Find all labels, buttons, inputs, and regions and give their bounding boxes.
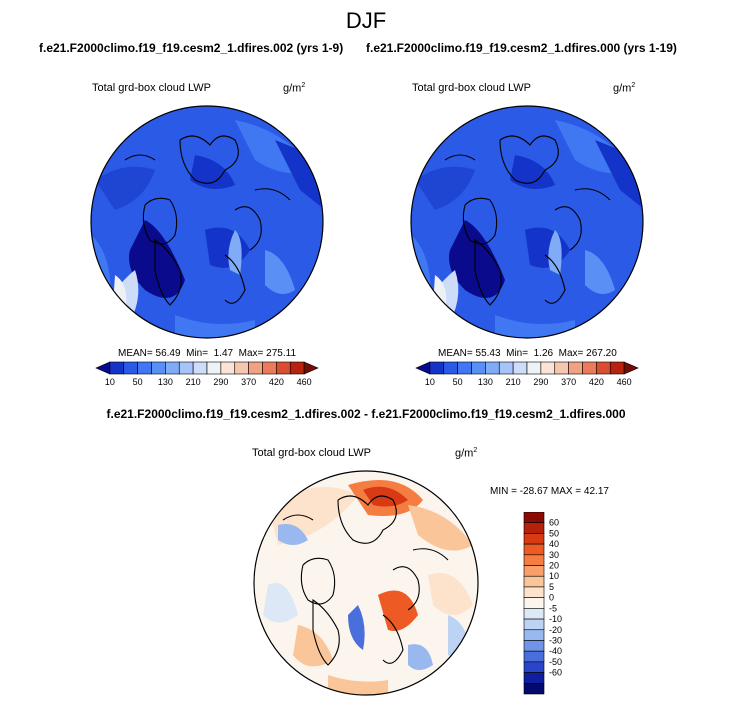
colorbar2-tick-label: 130	[478, 377, 493, 387]
diff-colorbar-tick-label: -50	[549, 657, 562, 667]
colorbar2-swatch	[415, 361, 431, 375]
panel2-variable-label: Total grd-box cloud LWP	[412, 82, 532, 94]
colorbar2-swatch	[457, 361, 472, 375]
diff-polar-map	[253, 470, 479, 696]
colorbar1-swatch	[206, 361, 222, 375]
colorbar2-swatch	[623, 361, 639, 375]
colorbar2-swatch	[554, 361, 569, 375]
colorbar1-swatch	[248, 361, 263, 375]
colorbar2-tick-label: 290	[533, 377, 548, 387]
diff-colorbar-swatch	[523, 575, 545, 588]
colorbar2-tick-label: 50	[453, 377, 463, 387]
diff-colorbar-tick-label: -10	[549, 614, 562, 624]
diff-colorbar-tick-label: -40	[549, 646, 562, 656]
panel1-variable-label: Total grd-box cloud LWP	[92, 82, 212, 94]
colorbar2-tick-label: 420	[589, 377, 604, 387]
colorbar1-tick-label: 130	[158, 377, 173, 387]
diff-colorbar-swatch	[523, 661, 545, 673]
diff-colorbar-swatch	[523, 512, 545, 524]
diff-colorbar-swatch	[523, 586, 545, 598]
colorbar2-swatch	[526, 361, 542, 375]
diff-colorbar-tick-label: -5	[549, 603, 557, 613]
colorbar2-swatch	[512, 361, 528, 375]
diff-colorbar-tick-label: 0	[549, 593, 554, 603]
panel2-colorbar: 10 50 130 210 290 370 420 460	[415, 361, 639, 387]
colorbar2-tick-label: 210	[506, 377, 521, 387]
diff-colorbar-swatch	[523, 650, 545, 663]
colorbar1-swatch	[234, 361, 249, 375]
diff-colorbar-swatch	[523, 618, 545, 631]
colorbar2-swatch	[471, 361, 486, 375]
colorbar2-tick-label: 460	[617, 377, 632, 387]
diff-colorbar-tick-label: 10	[549, 571, 559, 581]
colorbar2-swatch	[596, 361, 611, 375]
diff-colorbar-swatch	[523, 640, 545, 652]
colorbar2-swatch	[568, 361, 583, 375]
diff-colorbar-tick-label: 50	[549, 528, 559, 538]
colorbar1-swatch	[109, 361, 125, 375]
figure-suptitle: DJF	[345, 8, 387, 33]
diff-colorbar-tick-label: 20	[549, 561, 559, 571]
diff-colorbar-swatch	[523, 672, 545, 684]
diff-colorbar-swatch	[523, 543, 545, 556]
colorbar1-tick-label: 460	[297, 377, 312, 387]
diff-variable-label: Total grd-box cloud LWP	[252, 447, 372, 459]
colorbar2-swatch	[582, 361, 597, 375]
panel2-stats: MEAN= 55.43 Min= 1.26 Max= 267.20	[438, 348, 617, 359]
panel2-units-label: g/m2	[613, 82, 636, 95]
panel1-stats: MEAN= 56.49 Min= 1.47 Max= 275.11	[118, 348, 297, 359]
diff-colorbar-tick-label: 30	[549, 550, 559, 560]
panel1-case-title: f.e21.F2000climo.f19_f19.cesm2_1.dfires.…	[39, 41, 344, 55]
diff-colorbar-tick-label: 60	[549, 518, 559, 528]
colorbar1-swatch	[123, 361, 138, 375]
panel2-case-title: f.e21.F2000climo.f19_f19.cesm2_1.dfires.…	[366, 41, 677, 55]
colorbar2-swatch	[498, 361, 514, 375]
panel2-polar-map	[410, 105, 644, 339]
diff-colorbar-tick-label: -30	[549, 635, 562, 645]
diff-colorbar-swatch	[523, 597, 545, 609]
colorbar1-swatch	[220, 361, 236, 375]
colorbar2-swatch	[485, 361, 500, 375]
colorbar1-swatch	[95, 361, 111, 375]
colorbar2-swatch	[540, 361, 556, 375]
colorbar1-tick-label: 210	[186, 377, 201, 387]
diff-colorbar-swatch	[523, 682, 545, 695]
colorbar1-swatch	[151, 361, 166, 375]
colorbar2-swatch	[429, 361, 445, 375]
diff-colorbar-swatch	[523, 608, 545, 620]
colorbar1-swatch	[303, 361, 319, 375]
diff-colorbar-tick-label: -60	[549, 668, 562, 678]
colorbar1-swatch	[289, 361, 305, 375]
diff-colorbar-swatch	[523, 522, 545, 534]
diff-colorbar-tick-label: -20	[549, 625, 562, 635]
colorbar1-swatch	[178, 361, 194, 375]
difference-title: f.e21.F2000climo.f19_f19.cesm2_1.dfires.…	[106, 407, 626, 421]
colorbar1-swatch	[262, 361, 277, 375]
colorbar1-tick-label: 50	[133, 377, 143, 387]
diff-colorbar-swatch	[523, 565, 545, 577]
diff-colorbar-tick-label: 5	[549, 582, 554, 592]
panel1-colorbar: 10 50 130 210 290 370 420 460	[95, 361, 319, 387]
colorbar1-swatch	[192, 361, 208, 375]
diff-colorbar-swatch	[523, 533, 545, 545]
diff-colorbar-swatch	[523, 554, 545, 566]
colorbar1-swatch	[276, 361, 291, 375]
colorbar2-tick-label: 370	[561, 377, 576, 387]
diff-colorbar-tick-label: 40	[549, 539, 559, 549]
colorbar1-swatch	[137, 361, 152, 375]
colorbar2-tick-label: 10	[425, 377, 435, 387]
panel1-polar-map	[90, 105, 324, 339]
colorbar1-tick-label: 290	[213, 377, 228, 387]
panel1-units-label: g/m2	[283, 82, 306, 95]
colorbar1-tick-label: 10	[105, 377, 115, 387]
colorbar1-swatch	[165, 361, 180, 375]
diff-colorbar-swatch	[523, 629, 545, 641]
colorbar1-tick-label: 370	[241, 377, 256, 387]
colorbar1-tick-label: 420	[269, 377, 284, 387]
colorbar2-swatch	[443, 361, 458, 375]
diff-units-label: g/m2	[455, 447, 478, 460]
colorbar2-swatch	[609, 361, 625, 375]
diff-minmax-label: MIN = -28.67 MAX = 42.17	[490, 486, 609, 497]
